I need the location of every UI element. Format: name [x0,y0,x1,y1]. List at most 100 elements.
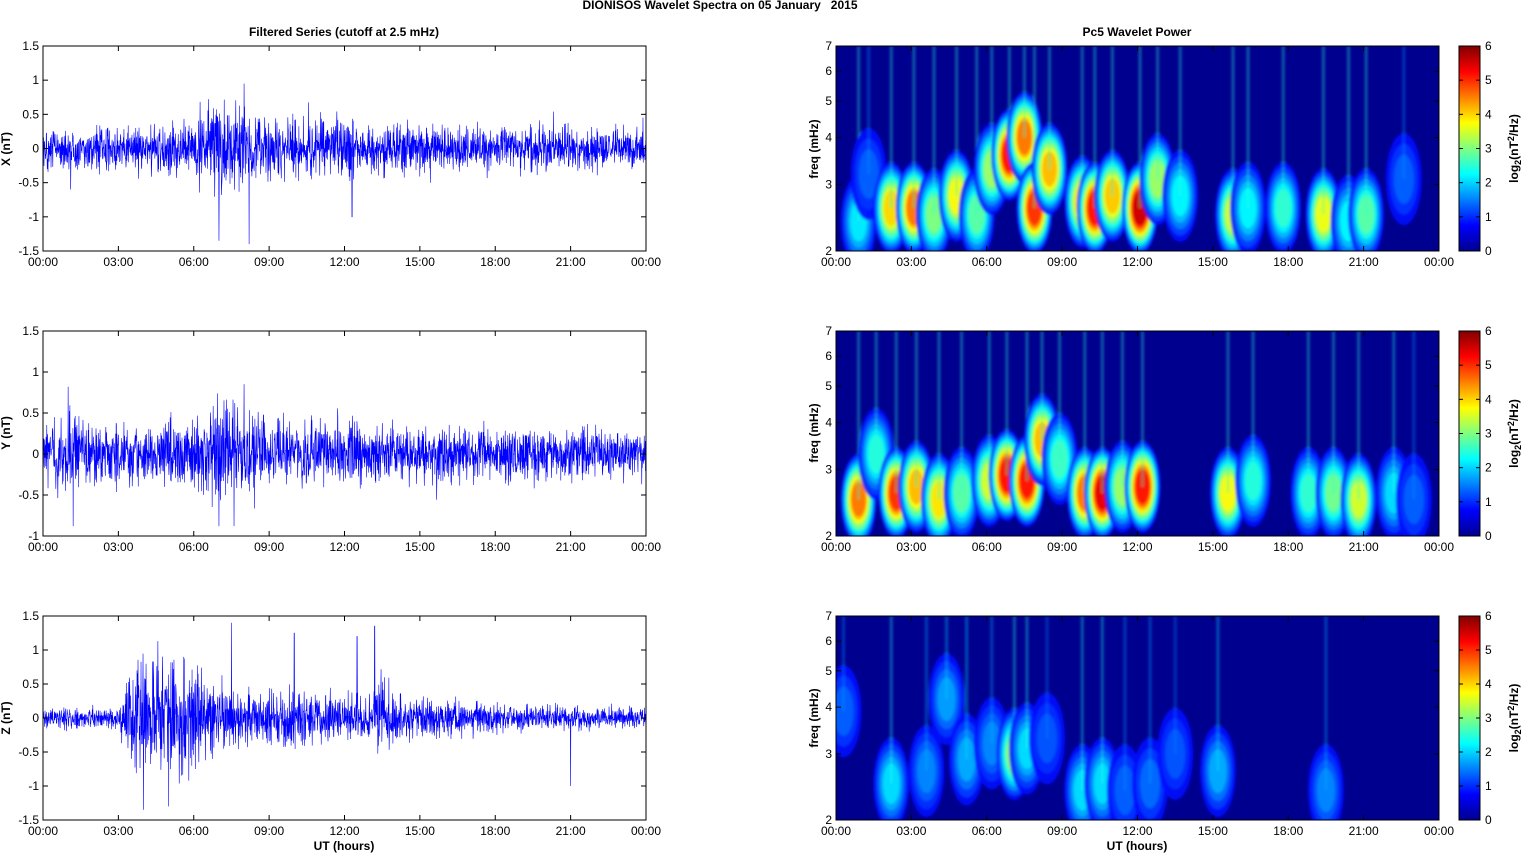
y-series-ylabel: Y (nT) [0,416,13,450]
wavelet-power-blob [1041,331,1078,506]
y-tick-label: 0.5 [22,107,39,121]
x-tick-label: 09:00 [1047,824,1077,838]
series-line [43,83,646,245]
y-tick-label: 5 [825,94,832,108]
y-tick-label: 1.5 [22,609,39,623]
y-tick-label: 0 [32,447,39,461]
x-wavelet-plot: 00:00 03:00 06:00 09:00 12:00 15:00 18:00 21:00… [821,39,1454,269]
wavelet-power-blob [1305,46,1342,251]
y-tick-label: 4 [825,131,832,145]
z-series-panel: 00:00 03:00 06:00 09:00 12:00 15:00 18:00 21:00… [0,609,661,853]
x-tick-label: 21:00 [556,540,586,554]
x-tick-label: 06:00 [179,540,209,554]
colorbar-tick-label: 0 [1485,244,1492,258]
x-tick-label: 00:00 [821,824,851,838]
wavelet-power-blob [1290,331,1327,536]
x-tick-label: 12:00 [329,824,359,838]
x-tick-label: 18:00 [480,255,510,269]
wavelet-power-blob [1340,331,1377,536]
x-tick-label: 12:00 [1122,255,1152,269]
x-tick-label: 18:00 [1273,255,1303,269]
colorbar-label: log2(nT2/Hz) [1506,114,1521,183]
y-tick-label: 1 [32,73,39,87]
y-tick-label: 7 [825,324,832,338]
z-series-ylabel: Z (nT) [0,701,13,734]
x-tick-label: 15:00 [405,824,435,838]
colorbar-tick-label: 1 [1485,495,1492,509]
x-wavelet-panel: 00:00 03:00 06:00 09:00 12:00 15:00 18:00 21:00… [807,39,1521,269]
y-tick-label: 2 [825,244,832,258]
y-tick-label: 0.5 [22,406,39,420]
colorbar-label: log2(nT2/Hz) [1506,684,1521,753]
x-tick-label: 15:00 [1198,255,1228,269]
x-tick-label: 00:00 [28,824,58,838]
x-tick-label: 06:00 [972,540,1002,554]
x-wavelet-ylabel: freq (mHz) [807,119,821,178]
y-wavelet-panel: 00:00 03:00 06:00 09:00 12:00 15:00 18:00 21:00… [807,324,1521,554]
wavelet-power-blob [928,616,965,746]
y-tick-label: -1 [28,779,39,793]
y-tick-label: 6 [825,64,832,78]
y-tick-label: 0 [32,711,39,725]
z-wavelet-panel: 00:00 03:00 06:00 09:00 12:00 15:00 18:00 21:00… [807,609,1521,853]
x-tick-label: 00:00 [631,540,661,554]
y-tick-label: 5 [825,664,832,678]
colorbar-tick-label: 3 [1485,142,1492,156]
wavelet-power-blob [1199,616,1236,818]
colorbar-tick-label: 4 [1485,107,1492,121]
y-tick-label: 4 [825,700,832,714]
colorbar-tick-label: 2 [1485,176,1492,190]
x-tick-label: 06:00 [179,255,209,269]
x-tick-label: 12:00 [1122,540,1152,554]
y-tick-label: 1 [32,643,39,657]
x-tick-label: 09:00 [1047,540,1077,554]
x-tick-label: 09:00 [1047,255,1077,269]
wavelet-power-blob [1094,46,1131,242]
y-tick-label: 0 [32,142,39,156]
x-tick-label: 00:00 [28,255,58,269]
y-wavelet-plot: 00:00 03:00 06:00 09:00 12:00 15:00 18:00 21:00… [821,324,1454,554]
x-tick-label: 03:00 [896,255,926,269]
y-tick-label: 6 [825,349,832,363]
figure-title: DIONISOS Wavelet Spectra on 05 January 2… [582,0,857,12]
x-series-panel: 00:00 03:00 06:00 09:00 12:00 15:00 18:00 21:00… [0,39,661,269]
wavelet-power-blob [1031,46,1068,216]
x-tick-label: 09:00 [254,824,284,838]
x-series-plot: 00:00 03:00 06:00 09:00 12:00 15:00 18:00 21:00… [18,39,661,269]
x-tick-label: 03:00 [896,540,926,554]
x-tick-label: 18:00 [480,540,510,554]
x-tick-label: 15:00 [405,255,435,269]
x-tick-label: 03:00 [103,255,133,269]
x-tick-label: 03:00 [103,824,133,838]
wavelet-power-blob [1307,616,1344,820]
wavelet-power-blob [836,616,862,758]
wavelet-power-blob [1209,331,1246,536]
y-tick-label: 1.5 [22,39,39,53]
z-wavelet-plot: 00:00 03:00 06:00 09:00 12:00 15:00 18:00 21:00… [821,609,1454,838]
colorbar-tick-label: 1 [1485,210,1492,224]
colorbar-tick-label: 5 [1485,73,1492,87]
x-tick-label: 09:00 [254,255,284,269]
x-tick-label: 00:00 [631,255,661,269]
colorbar-tick-label: 0 [1485,813,1492,827]
y-tick-label: 3 [825,178,832,192]
right-x-axis-label: UT (hours) [1107,839,1168,853]
x-tick-label: 00:00 [631,824,661,838]
colorbar-tick-label: 2 [1485,745,1492,759]
z-series-plot: 00:00 03:00 06:00 09:00 12:00 15:00 18:00 21:00… [18,609,661,838]
wavelet-power-blob [840,331,877,536]
x-tick-label: 12:00 [329,255,359,269]
x-tick-label: 06:00 [179,824,209,838]
y-tick-label: -1 [28,210,39,224]
x-tick-label: 21:00 [1349,824,1379,838]
colorbar-tick-label: 3 [1485,427,1492,441]
colorbar-tick-label: 6 [1485,324,1492,338]
y-tick-label: 3 [825,747,832,761]
y-tick-label: -0.5 [18,176,39,190]
y-tick-label: 7 [825,39,832,53]
x-wavelet-colorbar: 6 5 4 3 2 1 0 log2(nT2/Hz) [1458,39,1521,258]
y-tick-label: -1.5 [18,813,39,827]
x-tick-label: 00:00 [821,540,851,554]
x-tick-label: 18:00 [480,824,510,838]
